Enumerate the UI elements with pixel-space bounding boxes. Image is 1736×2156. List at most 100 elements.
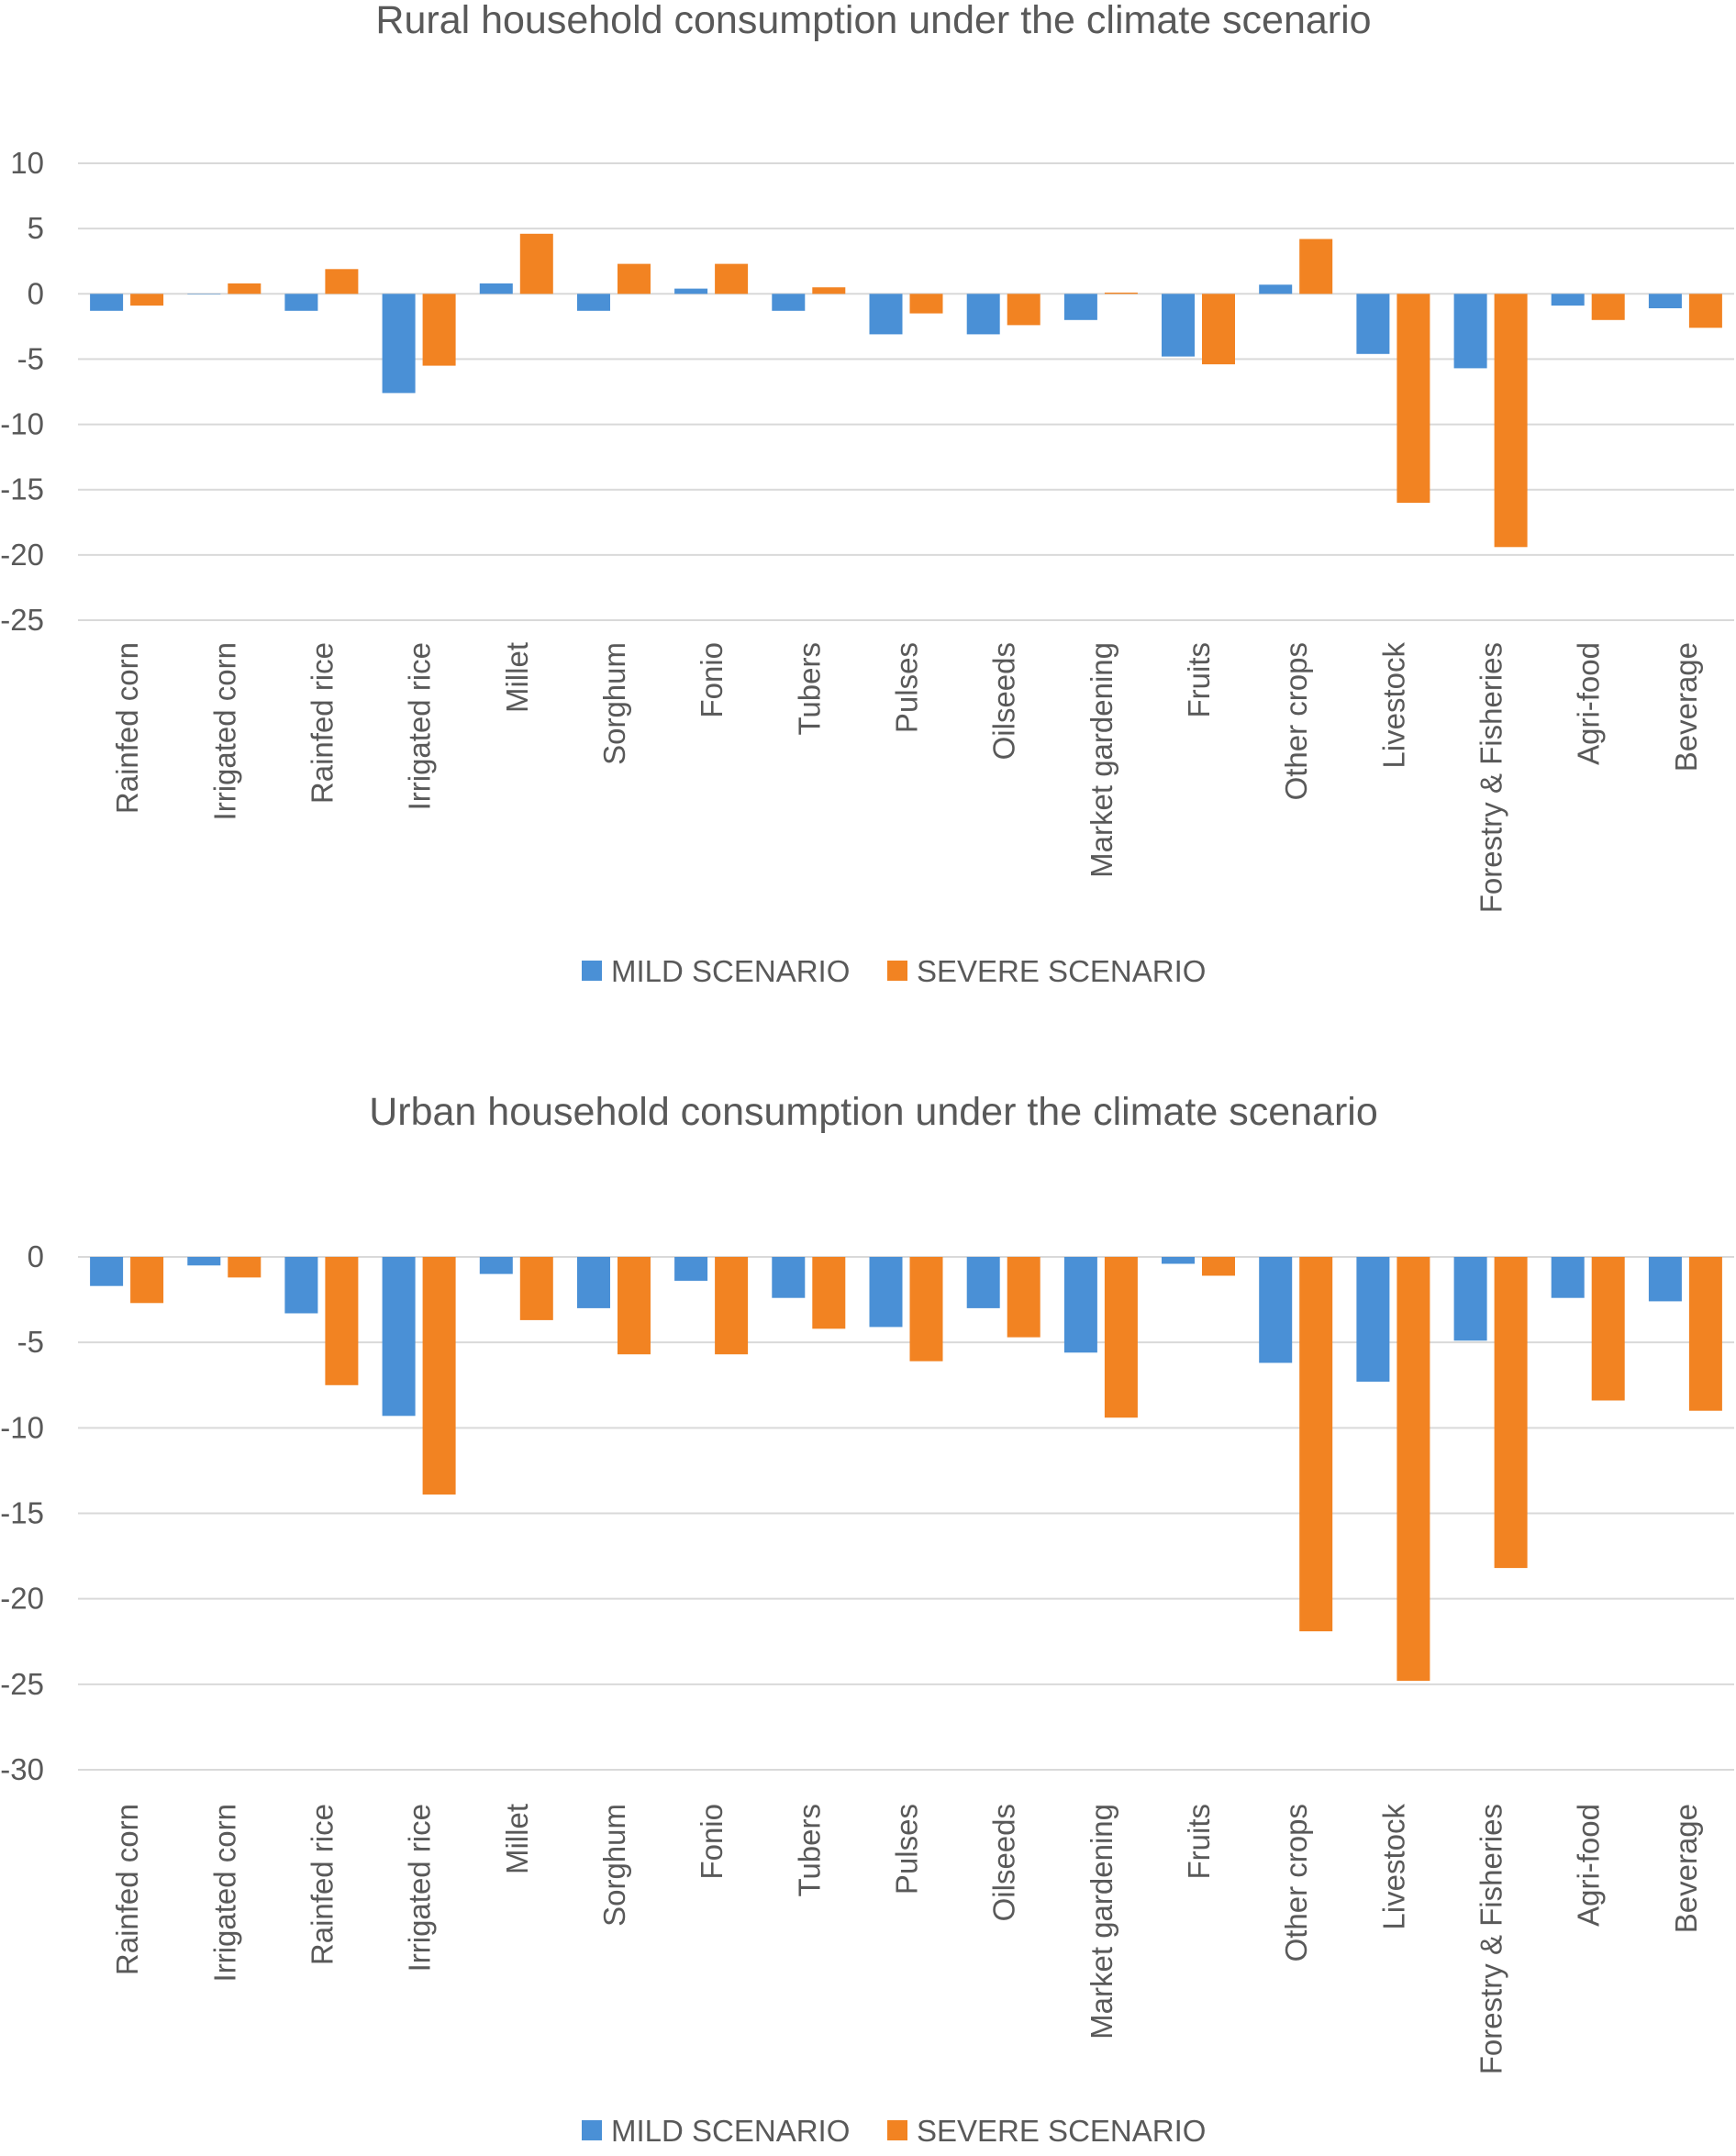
rural-x-category-label-fonio: Fonio (695, 642, 729, 718)
rural-bar-mild-tubers (772, 294, 806, 311)
urban-bar-severe-market-gardening (1104, 1257, 1138, 1418)
urban-x-category-label-agri-food: Agri-food (1572, 1804, 1606, 1927)
urban-bar-mild-agri-food (1551, 1257, 1585, 1298)
rural-bar-mild-fruits (1162, 294, 1195, 357)
urban-bar-mild-beverage (1648, 1257, 1682, 1302)
rural-bar-severe-livestock (1397, 294, 1430, 503)
urban-x-category-label-irrigated-rice: Irrigated rice (403, 1804, 437, 1972)
urban-x-category-label-tubers: Tubers (792, 1804, 826, 1896)
rural-bar-mild-rainfed-rice (284, 294, 318, 311)
rural-bar-severe-tubers (812, 287, 846, 295)
rural-y-tick-label: 10 (10, 146, 44, 180)
urban-bar-severe-fonio (715, 1257, 749, 1355)
rural-x-category-label-tubers: Tubers (792, 642, 826, 735)
rural-x-category-label-fruits: Fruits (1182, 642, 1216, 718)
rural-y-tick-label: -15 (0, 472, 44, 506)
urban-y-tick-label: -5 (17, 1325, 44, 1359)
rural-bar-mild-livestock (1356, 294, 1390, 354)
urban-bar-severe-tubers (812, 1257, 846, 1329)
rural-legend-label-mild: MILD SCENARIO (611, 954, 850, 988)
rural-bar-severe-rainfed-rice (325, 269, 359, 295)
urban-bar-severe-oilseeds (1007, 1257, 1040, 1338)
urban-bar-mild-millet (479, 1257, 513, 1274)
rural-bar-mild-oilseeds (966, 294, 1000, 335)
urban-bar-mild-fonio (674, 1257, 708, 1282)
urban-bar-mild-forestry-and-fisheries (1453, 1257, 1487, 1341)
urban-x-category-label-sorghum: Sorghum (597, 1804, 631, 1927)
rural-y-tick-label: 0 (28, 276, 44, 310)
urban-x-category-label-pulses: Pulses (890, 1804, 924, 1895)
rural-bar-mild-beverage (1648, 294, 1682, 308)
urban-consumption-chart: Urban household consumption under the cl… (0, 1090, 1734, 2148)
urban-x-category-label-rainfed-corn: Rainfed corn (110, 1804, 144, 1975)
urban-bar-mild-livestock (1356, 1257, 1390, 1382)
rural-bar-severe-sorghum (618, 263, 651, 295)
rural-x-category-label-market-gardening: Market gardening (1085, 642, 1118, 878)
rural-bar-severe-millet (519, 233, 553, 295)
urban-x-category-label-rainfed-rice: Rainfed rice (305, 1804, 339, 1965)
rural-bar-severe-pulses (909, 294, 943, 314)
urban-bar-severe-irrigated-rice (422, 1257, 456, 1495)
rural-x-category-label-sorghum: Sorghum (597, 642, 631, 765)
rural-y-tick-label: -20 (0, 538, 44, 572)
urban-y-tick-label: -20 (0, 1582, 44, 1616)
rural-bar-severe-beverage (1688, 294, 1722, 328)
urban-bar-mild-rainfed-rice (284, 1257, 318, 1314)
rural-x-category-label-rainfed-corn: Rainfed corn (110, 642, 144, 814)
urban-bar-mild-fruits (1162, 1257, 1195, 1264)
urban-bar-mild-rainfed-corn (90, 1257, 124, 1286)
rural-y-tick-label: -25 (0, 603, 44, 637)
rural-bar-severe-irrigated-rice (422, 294, 456, 366)
urban-x-category-label-fonio: Fonio (695, 1804, 729, 1880)
rural-bar-mild-pulses (869, 294, 903, 335)
rural-bar-severe-fonio (715, 263, 749, 295)
urban-bar-severe-forestry-and-fisheries (1494, 1257, 1528, 1569)
urban-x-category-label-millet: Millet (500, 1804, 534, 1874)
rural-x-category-label-forestry-and-fisheries: Forestry & Fisheries (1474, 642, 1508, 913)
urban-bar-mild-sorghum (577, 1257, 610, 1308)
urban-bar-severe-livestock (1397, 1257, 1430, 1682)
urban-y-tick-label: -10 (0, 1410, 44, 1444)
rural-bar-mild-millet (479, 283, 513, 295)
urban-bar-severe-rainfed-corn (130, 1257, 164, 1304)
rural-x-category-label-other-crops: Other crops (1279, 642, 1313, 800)
rural-x-category-label-millet: Millet (500, 642, 534, 713)
rural-x-category-label-oilseeds: Oilseeds (987, 642, 1021, 760)
rural-bar-severe-market-gardening (1104, 292, 1138, 295)
rural-bar-mild-fonio (674, 288, 708, 295)
rural-bar-severe-irrigated-corn (228, 283, 262, 295)
urban-bar-mild-oilseeds (966, 1257, 1000, 1308)
rural-x-category-label-agri-food: Agri-food (1572, 642, 1606, 765)
urban-y-tick-label: -15 (0, 1496, 44, 1530)
urban-bar-severe-other-crops (1299, 1257, 1333, 1632)
rural-bar-mild-market-gardening (1063, 294, 1097, 320)
urban-legend-swatch-mild (582, 2120, 602, 2140)
rural-legend-label-severe: SEVERE SCENARIO (917, 954, 1206, 988)
rural-bar-severe-oilseeds (1007, 294, 1040, 326)
rural-x-category-label-livestock: Livestock (1376, 642, 1410, 769)
rural-legend: MILD SCENARIO SEVERE SCENARIO (582, 954, 1206, 988)
rural-bar-mild-other-crops (1259, 284, 1293, 295)
rural-bar-mild-agri-food (1551, 294, 1585, 306)
rural-x-category-label-irrigated-rice: Irrigated rice (403, 642, 437, 810)
urban-bar-mild-irrigated-corn (187, 1257, 221, 1266)
rural-legend-swatch-severe (887, 961, 907, 981)
rural-bar-severe-forestry-and-fisheries (1494, 294, 1528, 548)
rural-y-tick-label: 5 (28, 211, 44, 245)
urban-legend: MILD SCENARIO SEVERE SCENARIO (582, 2114, 1206, 2148)
urban-y-tick-label: -25 (0, 1667, 44, 1701)
urban-bar-severe-millet (519, 1257, 553, 1320)
rural-bar-mild-sorghum (577, 294, 610, 311)
rural-bar-severe-agri-food (1591, 294, 1625, 320)
rural-bar-severe-other-crops (1299, 239, 1333, 295)
rural-bar-mild-irrigated-corn (187, 294, 221, 295)
rural-x-category-label-pulses: Pulses (890, 642, 924, 733)
rural-consumption-chart: Rural household consumption under the cl… (0, 0, 1734, 988)
rural-x-category-label-irrigated-corn: Irrigated corn (207, 642, 241, 820)
rural-x-category-label-rainfed-rice: Rainfed rice (305, 642, 339, 804)
urban-bar-mild-market-gardening (1063, 1257, 1097, 1353)
urban-legend-label-severe: SEVERE SCENARIO (917, 2114, 1206, 2148)
rural-bar-mild-rainfed-corn (90, 294, 124, 311)
urban-bar-mild-pulses (869, 1257, 903, 1328)
rural-y-tick-label: -5 (17, 341, 44, 375)
